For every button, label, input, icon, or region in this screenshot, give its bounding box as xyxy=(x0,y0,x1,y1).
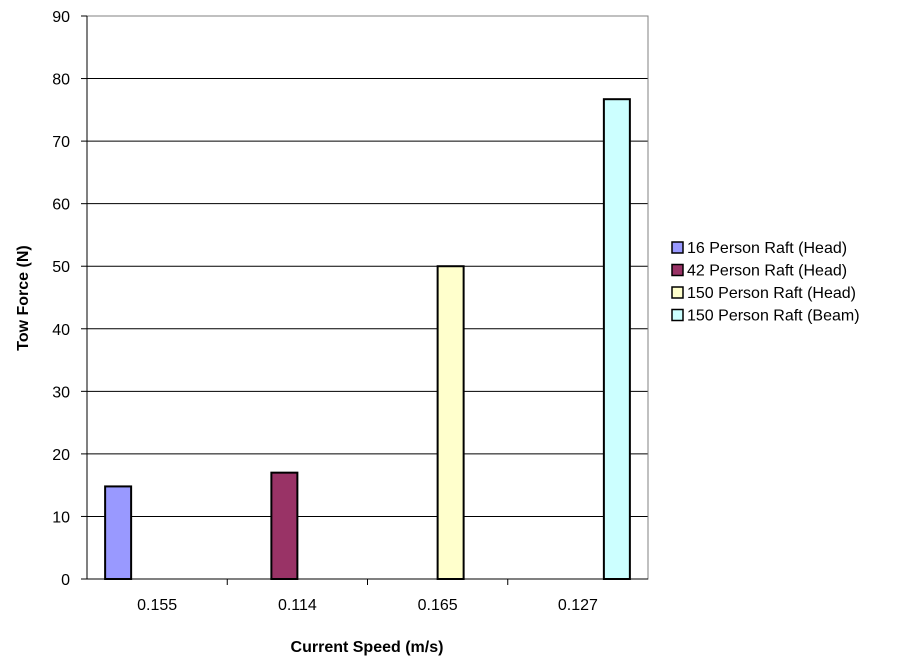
legend-swatch xyxy=(671,308,684,322)
x-tick-label: 0.155 xyxy=(137,597,177,614)
axes xyxy=(86,15,649,580)
bar xyxy=(270,471,299,580)
legend-swatch xyxy=(671,263,684,277)
y-tick-label: 50 xyxy=(52,259,70,276)
legend-swatch xyxy=(671,286,684,299)
legend-label: 150 Person Raft (Head) xyxy=(687,285,856,302)
y-tick-label: 10 xyxy=(52,509,70,526)
bar xyxy=(436,265,465,580)
legend-swatch xyxy=(671,241,684,254)
y-tick-label: 20 xyxy=(52,447,70,464)
y-axis-ticks: 0 10 20 30 40 50 60 70 80 90 xyxy=(52,9,87,589)
bars xyxy=(104,98,631,581)
y-tick-label: 60 xyxy=(52,197,70,214)
x-tick-label: 0.165 xyxy=(418,597,458,614)
y-axis-title: Tow Force (N) xyxy=(15,245,32,350)
legend-label: 150 Person Raft (Beam) xyxy=(687,308,860,325)
y-tick-label: 0 xyxy=(61,572,70,589)
x-tick-label: 0.114 xyxy=(278,597,317,614)
gridlines xyxy=(87,15,648,517)
bar xyxy=(104,485,133,581)
x-axis-ticks: 0.155 0.114 0.165 0.127 xyxy=(137,579,598,614)
x-axis-title: Current Speed (m/s) xyxy=(291,639,444,656)
legend: 16 Person Raft (Head) 42 Person Raft (Hea… xyxy=(671,240,860,325)
y-tick-label: 70 xyxy=(52,134,70,151)
bar xyxy=(602,98,631,581)
legend-label: 42 Person Raft (Head) xyxy=(687,263,847,280)
y-tick-label: 90 xyxy=(52,9,70,26)
plot-area-border xyxy=(86,15,649,580)
y-tick-label: 30 xyxy=(52,384,70,401)
x-tick-label: 0.127 xyxy=(558,597,598,614)
y-tick-label: 40 xyxy=(52,322,70,339)
legend-label: 16 Person Raft (Head) xyxy=(687,240,847,257)
y-tick-label: 80 xyxy=(52,72,70,89)
